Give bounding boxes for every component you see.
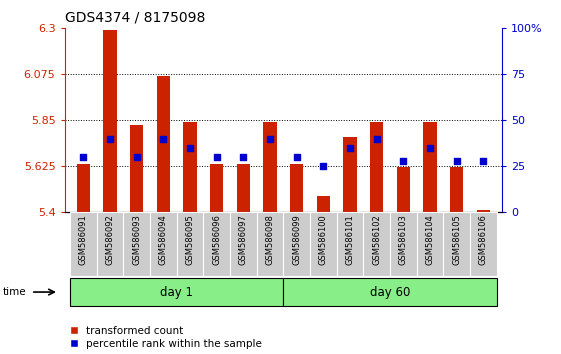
Text: GSM586095: GSM586095 xyxy=(186,214,195,265)
Point xyxy=(319,164,328,169)
Point xyxy=(372,136,381,142)
Bar xyxy=(290,164,304,212)
Bar xyxy=(477,210,490,212)
Text: GSM586094: GSM586094 xyxy=(159,214,168,265)
Bar xyxy=(256,212,283,276)
Text: day 1: day 1 xyxy=(160,286,193,298)
Text: GSM586101: GSM586101 xyxy=(346,214,355,265)
Bar xyxy=(157,76,170,212)
Point xyxy=(346,145,355,151)
Point xyxy=(452,158,461,164)
Text: GSM586100: GSM586100 xyxy=(319,214,328,265)
Bar xyxy=(316,196,330,212)
Point xyxy=(292,154,301,160)
Bar xyxy=(450,167,463,212)
Text: GSM586098: GSM586098 xyxy=(265,214,274,265)
Bar xyxy=(283,212,310,276)
Text: GSM586097: GSM586097 xyxy=(239,214,248,265)
Text: GSM586092: GSM586092 xyxy=(105,214,114,265)
Bar xyxy=(397,167,410,212)
Bar xyxy=(177,212,203,276)
Bar xyxy=(103,30,117,212)
Bar xyxy=(390,212,417,276)
Point xyxy=(426,145,435,151)
Bar xyxy=(230,212,256,276)
Point xyxy=(105,136,114,142)
Point xyxy=(186,145,195,151)
Text: GSM586093: GSM586093 xyxy=(132,214,141,265)
Bar xyxy=(310,212,337,276)
Bar xyxy=(123,212,150,276)
Text: GSM586102: GSM586102 xyxy=(372,214,381,265)
Bar xyxy=(150,212,177,276)
Text: GSM586096: GSM586096 xyxy=(212,214,221,265)
Bar xyxy=(130,125,143,212)
Bar xyxy=(337,212,364,276)
Point xyxy=(479,158,488,164)
Bar xyxy=(237,164,250,212)
Bar xyxy=(263,122,277,212)
Point xyxy=(132,154,141,160)
Text: GDS4374 / 8175098: GDS4374 / 8175098 xyxy=(65,11,205,25)
Text: GSM586099: GSM586099 xyxy=(292,214,301,265)
Point xyxy=(159,136,168,142)
Bar xyxy=(96,212,123,276)
Bar xyxy=(370,122,383,212)
Text: GSM586091: GSM586091 xyxy=(79,214,88,265)
Bar xyxy=(364,212,390,276)
Bar xyxy=(470,212,496,276)
Text: time: time xyxy=(3,287,26,297)
Bar xyxy=(283,278,496,306)
Text: day 60: day 60 xyxy=(370,286,410,298)
Text: GSM586104: GSM586104 xyxy=(426,214,435,265)
Bar xyxy=(203,212,230,276)
Point xyxy=(399,158,408,164)
Point xyxy=(212,154,221,160)
Bar xyxy=(70,212,96,276)
Legend: transformed count, percentile rank within the sample: transformed count, percentile rank withi… xyxy=(70,326,262,349)
Point xyxy=(239,154,248,160)
Bar xyxy=(443,212,470,276)
Bar xyxy=(343,137,357,212)
Text: GSM586103: GSM586103 xyxy=(399,214,408,265)
Text: GSM586105: GSM586105 xyxy=(452,214,461,265)
Bar xyxy=(70,278,283,306)
Bar xyxy=(210,164,223,212)
Point xyxy=(79,154,88,160)
Bar xyxy=(183,122,196,212)
Bar xyxy=(424,122,436,212)
Bar xyxy=(417,212,443,276)
Point xyxy=(265,136,274,142)
Bar xyxy=(76,164,90,212)
Text: GSM586106: GSM586106 xyxy=(479,214,488,265)
